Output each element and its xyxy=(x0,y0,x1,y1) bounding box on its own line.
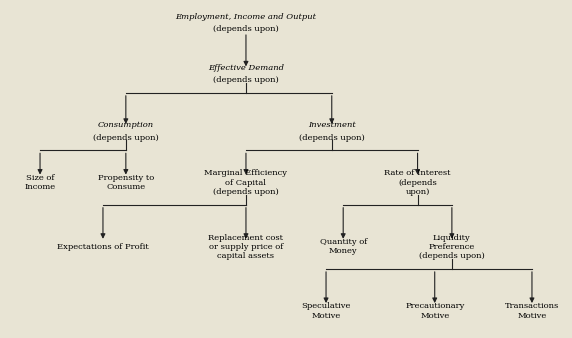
Text: Speculative
Motive: Speculative Motive xyxy=(301,303,351,319)
Text: Investment: Investment xyxy=(308,121,356,129)
Text: Rate of Interest
(depends
upon): Rate of Interest (depends upon) xyxy=(384,169,451,196)
Text: Expectations of Profit: Expectations of Profit xyxy=(57,243,149,251)
Text: Consumption: Consumption xyxy=(98,121,154,129)
Text: Marginal Efficiency
of Capital
(depends upon): Marginal Efficiency of Capital (depends … xyxy=(204,169,288,196)
Text: Transactions
Motive: Transactions Motive xyxy=(505,303,559,319)
Text: (depends upon): (depends upon) xyxy=(213,25,279,33)
Text: Propensity to
Consume: Propensity to Consume xyxy=(98,174,154,191)
Text: (depends upon): (depends upon) xyxy=(93,134,158,142)
Text: Precautionary
Motive: Precautionary Motive xyxy=(405,303,464,319)
Text: Liquidity
Preference
(depends upon): Liquidity Preference (depends upon) xyxy=(419,234,484,260)
Text: (depends upon): (depends upon) xyxy=(299,134,364,142)
Text: (depends upon): (depends upon) xyxy=(213,76,279,84)
Text: Employment, Income and Output: Employment, Income and Output xyxy=(176,13,316,21)
Text: Quantity of
Money: Quantity of Money xyxy=(320,238,367,255)
Text: Effective Demand: Effective Demand xyxy=(208,64,284,72)
Text: Size of
Income: Size of Income xyxy=(25,174,55,191)
Text: Replacement cost
or supply price of
capital assets: Replacement cost or supply price of capi… xyxy=(208,234,284,260)
